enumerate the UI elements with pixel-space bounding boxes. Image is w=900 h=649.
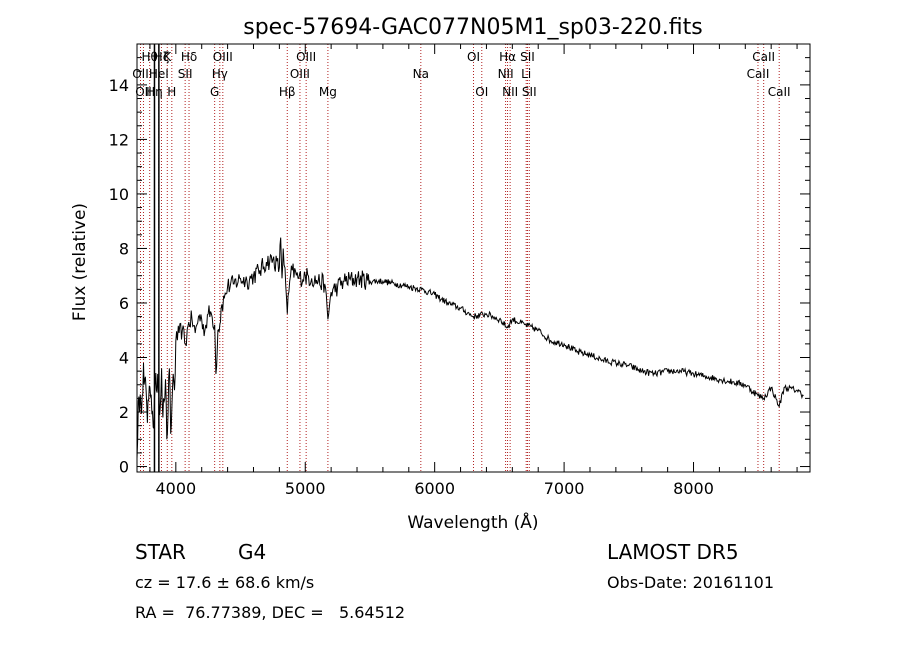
line-label-9: Hδ — [181, 50, 197, 64]
redshift-text: cz = 17.6 ± 68.6 km/s — [135, 573, 315, 592]
line-label-11: Hγ — [212, 67, 228, 81]
line-label-1: OII — [135, 85, 152, 99]
x-tick-label-4: 8000 — [673, 479, 714, 498]
y-tick-label-6: 12 — [109, 130, 129, 149]
chart-title: spec-57694-GAC077N05M1_sp03-220.fits — [243, 15, 703, 40]
line-label-26: CaII — [747, 67, 770, 81]
plot-frame — [136, 43, 811, 473]
x-tick-label-1: 5000 — [285, 479, 326, 498]
y-tick-label-4: 8 — [119, 239, 129, 258]
line-label-24: SII — [520, 50, 535, 64]
line-label-28: CaII — [768, 85, 791, 99]
y-tick-label-0: 0 — [119, 458, 129, 477]
line-label-21: Hα — [499, 50, 516, 64]
line-label-20: NII — [498, 67, 514, 81]
line-label-4: HeI — [149, 67, 169, 81]
y-tick-label-1: 2 — [119, 403, 129, 422]
line-label-3: Hη — [146, 85, 163, 99]
x-tick-label-0: 4000 — [155, 479, 196, 498]
line-label-7: H — [167, 85, 176, 99]
y-tick-label-3: 6 — [119, 294, 129, 313]
spectral-line-labels: OIIOIIHθHηHeIHζKHSIIHδGHγOIIIHβOIIIOIIIM… — [132, 50, 790, 99]
line-label-8: SII — [178, 67, 193, 81]
line-label-16: Mg — [319, 85, 337, 99]
line-label-0: OII — [132, 67, 149, 81]
x-axis-label: Wavelength (Å) — [407, 511, 538, 533]
line-label-22: NII — [502, 85, 518, 99]
line-label-5: Hζ — [154, 50, 170, 64]
spectrum-line — [136, 237, 804, 459]
axes: 4000 5000 6000 7000 8000 0 2 4 6 8 10 12 14 — [109, 43, 811, 498]
y-tick-label-2: 4 — [119, 349, 129, 368]
survey-name: LAMOST DR5 — [607, 540, 739, 564]
x-tick-label-2: 6000 — [414, 479, 455, 498]
y-tick-label-5: 10 — [109, 185, 129, 204]
line-label-18: OI — [467, 50, 480, 64]
line-label-2: Hθ — [141, 50, 157, 64]
line-label-13: Hβ — [279, 85, 296, 99]
line-label-25: SII — [522, 85, 537, 99]
line-label-27: CaII — [752, 50, 775, 64]
obs-date: Obs-Date: 20161101 — [607, 573, 775, 592]
y-tick-label-7: 14 — [109, 76, 129, 95]
object-subclass: G4 — [238, 540, 267, 564]
line-label-10: G — [210, 85, 219, 99]
line-label-19: OI — [475, 85, 488, 99]
y-axis-label: Flux (relative) — [70, 203, 90, 321]
x-tick-label-3: 7000 — [544, 479, 585, 498]
line-label-23: Li — [521, 67, 531, 81]
line-label-15: OIII — [296, 50, 316, 64]
line-label-6: K — [163, 50, 172, 64]
line-label-14: OIII — [290, 67, 310, 81]
line-label-17: Na — [413, 67, 429, 81]
coordinates: RA = 76.77389, DEC = 5.64512 — [135, 603, 406, 622]
object-class: STAR — [135, 540, 186, 564]
spectral-line-markers — [139, 44, 780, 472]
line-label-12: OIII — [213, 50, 233, 64]
